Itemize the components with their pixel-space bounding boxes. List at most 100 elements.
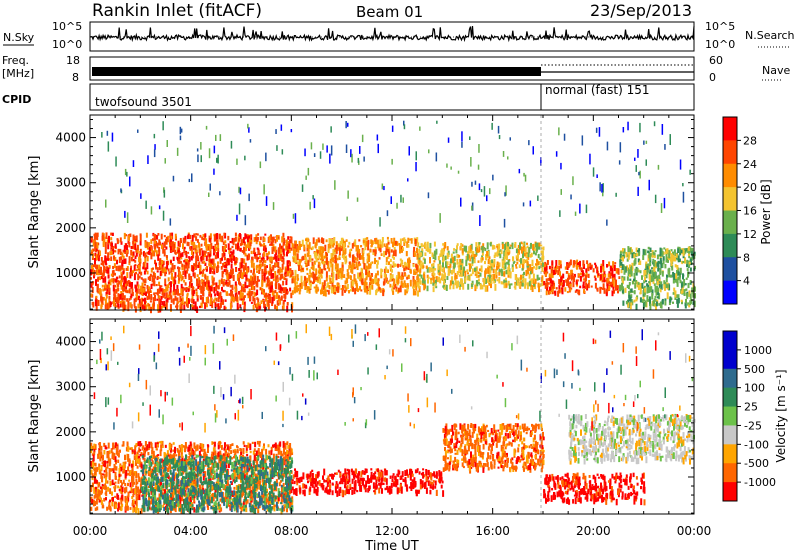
data-cell (516, 257, 519, 261)
data-cell (565, 279, 568, 283)
data-cell (263, 303, 266, 309)
data-cell (435, 248, 438, 255)
data-cell (579, 260, 581, 267)
data-cell (286, 260, 289, 268)
data-cell (458, 254, 461, 258)
cpid-program-normal: normal (fast) 151 (545, 83, 649, 97)
data-cell (275, 276, 278, 280)
data-cell (130, 249, 133, 256)
data-cell (297, 245, 300, 253)
data-cell (96, 254, 99, 258)
data-cell (337, 270, 340, 278)
data-cell (608, 285, 611, 291)
data-cell (181, 252, 184, 257)
data-cell (279, 480, 282, 483)
data-cell (131, 488, 134, 494)
data-cell (384, 268, 387, 275)
data-cell (385, 245, 388, 253)
data-cell (329, 258, 332, 264)
data-cell (672, 277, 675, 284)
data-cell (161, 440, 164, 446)
data-cell (275, 278, 278, 285)
data-cell (471, 280, 474, 285)
data-cell (192, 272, 195, 277)
data-cell (639, 297, 642, 303)
data-cell (91, 265, 93, 269)
data-cell (596, 174, 598, 178)
data-cell (307, 248, 310, 255)
data-cell (113, 278, 116, 282)
data-cell (194, 266, 197, 269)
data-cell (146, 288, 149, 294)
data-cell (188, 300, 190, 304)
data-cell (637, 284, 640, 291)
data-cell (99, 486, 102, 490)
data-cell (678, 246, 681, 253)
data-cell (251, 285, 254, 290)
data-cell (351, 264, 354, 268)
data-cell (444, 255, 447, 261)
data-cell (309, 201, 311, 210)
data-cell (468, 246, 471, 253)
data-cell (645, 159, 647, 166)
data-cell (664, 144, 666, 150)
data-cell (531, 266, 534, 274)
data-cell (590, 264, 593, 269)
data-cell (281, 149, 284, 155)
data-cell (403, 237, 406, 242)
data-cell (264, 265, 267, 272)
data-cell (375, 288, 378, 293)
data-cell (362, 240, 365, 243)
data-cell (346, 269, 349, 273)
data-cell (691, 287, 694, 290)
data-cell (247, 267, 250, 273)
data-cell (344, 285, 347, 289)
data-cell (250, 259, 253, 263)
data-cell (259, 303, 261, 307)
data-cell (141, 282, 144, 287)
data-cell (471, 202, 474, 211)
data-cell (413, 251, 416, 257)
data-cell (305, 257, 308, 263)
data-cell (233, 255, 236, 261)
data-cell (280, 254, 282, 258)
data-cell (107, 274, 110, 279)
data-cell (195, 249, 198, 253)
data-cell (391, 125, 394, 132)
data-cell (192, 452, 195, 457)
data-cell (491, 263, 494, 268)
data-cell (606, 284, 609, 290)
data-cell (350, 149, 352, 158)
data-cell (677, 276, 680, 281)
data-cell (585, 271, 588, 278)
data-cell (295, 255, 298, 263)
data-cell (113, 299, 116, 307)
data-cell (561, 285, 564, 288)
data-cell (117, 280, 120, 283)
data-cell (307, 260, 310, 266)
data-cell (101, 284, 104, 288)
data-cell (136, 288, 139, 294)
data-cell (173, 285, 176, 292)
data-cell (207, 284, 210, 292)
data-cell (209, 183, 211, 191)
data-cell (291, 451, 294, 455)
data-cell (290, 236, 293, 244)
data-cell (573, 262, 575, 267)
data-cell (137, 264, 140, 269)
data-cell (192, 299, 195, 305)
data-cell (433, 250, 436, 257)
data-cell (589, 266, 592, 270)
data-cell (639, 270, 642, 274)
data-cell (587, 263, 590, 269)
data-cell (612, 285, 615, 290)
data-cell (532, 146, 534, 155)
data-cell (128, 479, 131, 482)
data-cell (105, 497, 107, 501)
data-cell (387, 241, 390, 245)
data-cell (602, 260, 605, 263)
data-cell (289, 236, 292, 239)
data-cell (232, 256, 234, 260)
data-cell (500, 250, 503, 255)
data-cell (141, 297, 143, 305)
